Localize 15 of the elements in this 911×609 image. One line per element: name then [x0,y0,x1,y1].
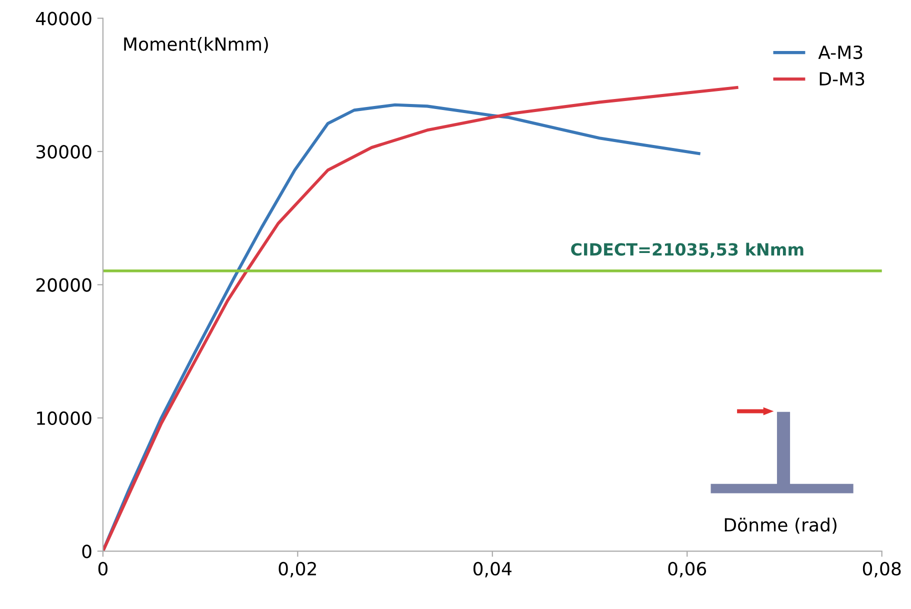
x-tick-label: 0,04 [473,562,512,578]
y-tick-label: 20000 [36,278,92,292]
legend-label: A-M3 [818,45,862,60]
x-tick-label: 0 [98,562,108,576]
y-tick-label: 0 [82,544,92,558]
x-tick-label: 0,08 [862,562,901,578]
y-tick-label: 10000 [37,411,92,426]
x-axis-title: Dönme (rad) [724,518,836,534]
y-tick-label: 40000 [36,12,92,26]
legend-label: D-M3 [820,72,864,86]
ref-line-label: CIDECT=21035,53 kNmm [571,242,804,258]
y-axis-title: Moment(kNmm) [124,36,268,54]
x-tick-label: 0,02 [278,562,316,578]
y-tick-label: 30000 [36,144,92,159]
x-tick-label: 0,06 [668,562,706,578]
